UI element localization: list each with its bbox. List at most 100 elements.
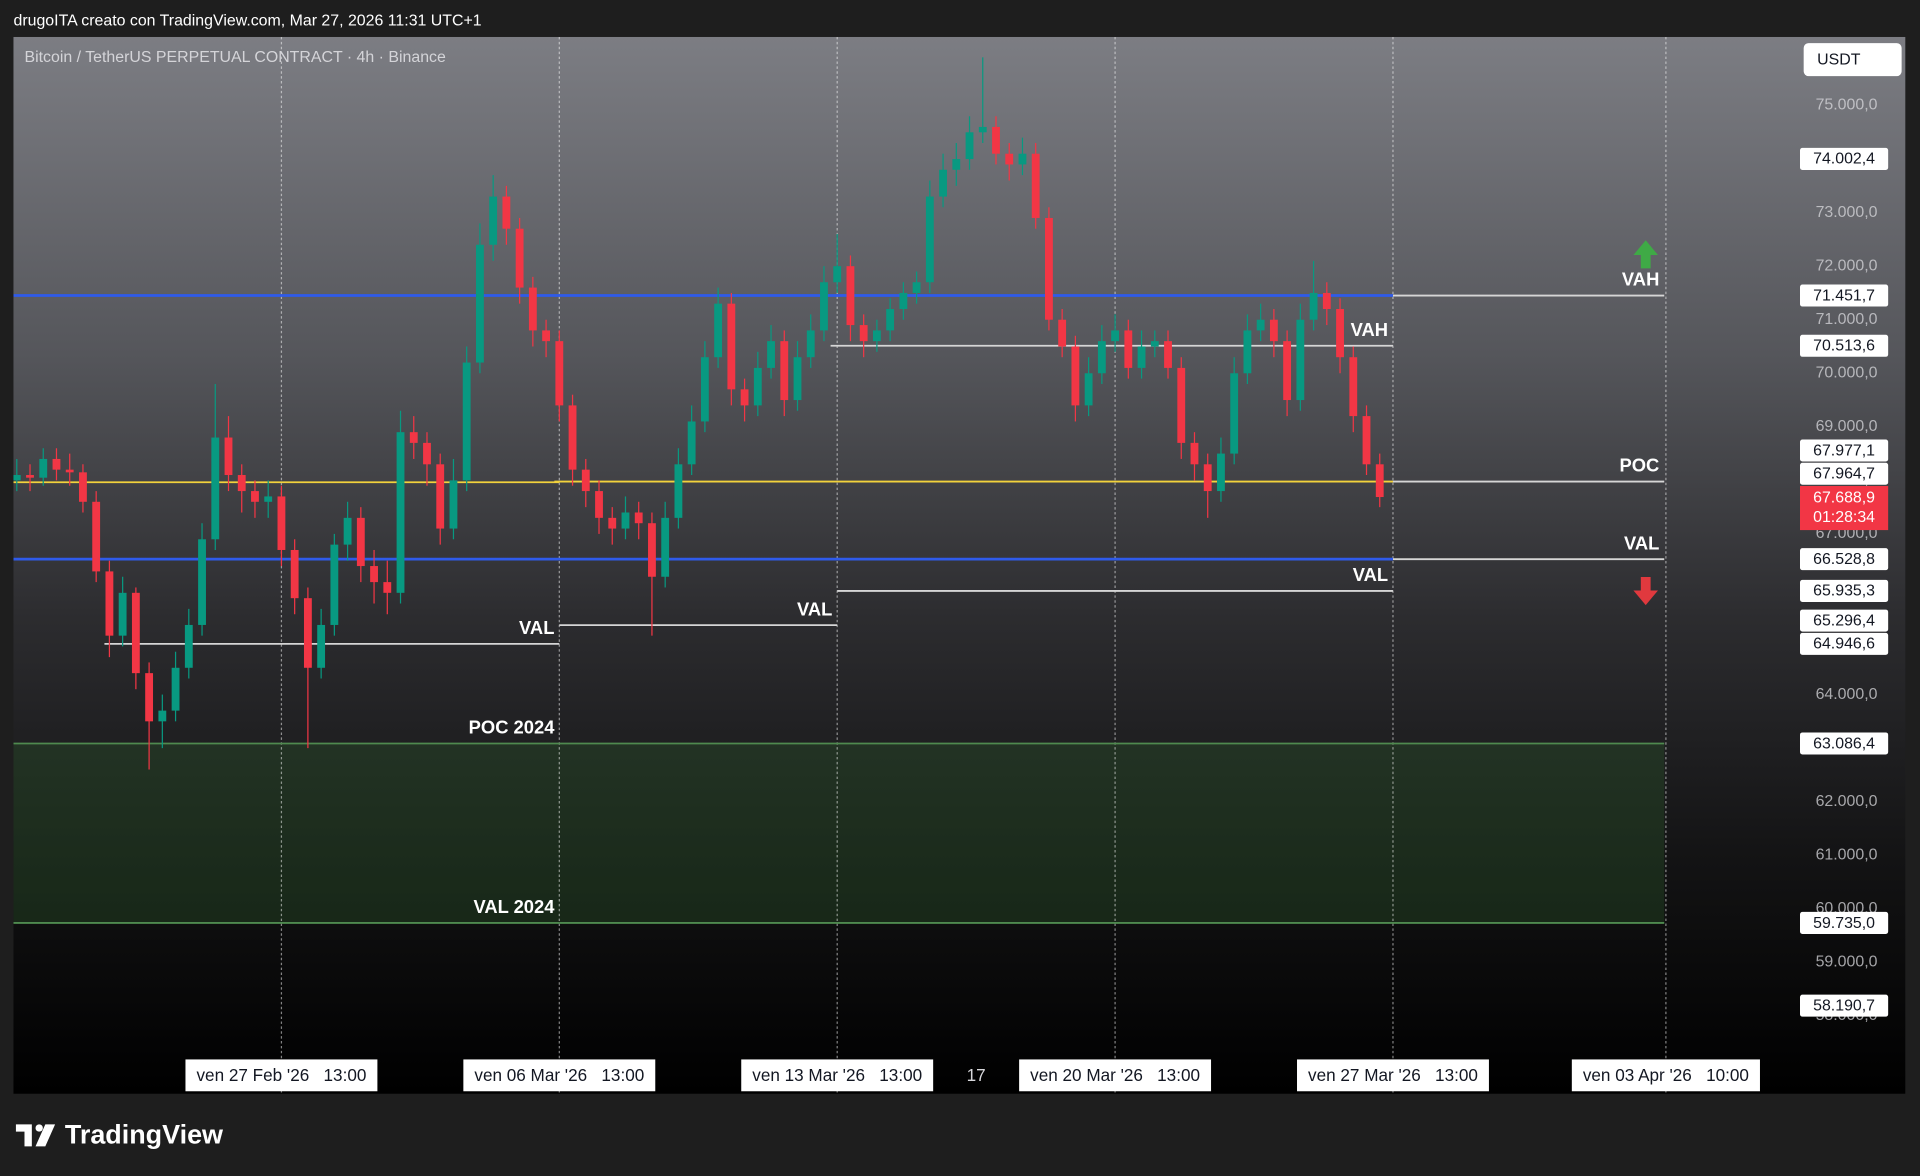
candle-body (370, 566, 378, 583)
candle-body (92, 501, 101, 572)
price-box (1800, 994, 1889, 1017)
candle-body (886, 309, 895, 331)
candle-body (793, 357, 802, 401)
header-text: drugoITA creato con TradingView.com, Mar… (13, 12, 481, 29)
candle-body (1362, 416, 1371, 465)
currency-button[interactable] (1803, 43, 1902, 77)
candle-body (859, 325, 868, 342)
candle-body (568, 405, 577, 470)
x-tick-label: ven 27 Feb '26 13:00 (196, 1065, 366, 1085)
price-label: 66.528,8 (1813, 551, 1875, 568)
level-label: VAH (1622, 269, 1659, 290)
candle-body (13, 475, 21, 481)
y-tick-label: 70.000,0 (1816, 364, 1878, 381)
candle-body (423, 442, 431, 465)
candle-body (317, 624, 326, 668)
price-label: 67.977,1 (1813, 442, 1875, 459)
candle-body (1005, 153, 1014, 165)
price-label: 65.296,4 (1813, 612, 1875, 629)
candle-body (846, 266, 855, 326)
y-tick-label: 71.000,0 (1816, 311, 1878, 328)
candle-body (1150, 341, 1159, 347)
candle-body (198, 539, 206, 625)
price-label: 58.190,7 (1813, 997, 1875, 1014)
level-label: VAH (1351, 319, 1388, 340)
candle-body (925, 196, 934, 283)
candle-body (303, 598, 312, 668)
candle-body (26, 475, 34, 478)
x-tick-box (1571, 1059, 1760, 1092)
candle-body (833, 266, 842, 283)
brand-name: TradingView (65, 1120, 223, 1150)
candle-body (674, 464, 683, 518)
currency-label[interactable]: USDT (1817, 51, 1861, 68)
candle-body (820, 282, 828, 331)
y-tick-label: 73.000,0 (1816, 204, 1878, 221)
candle-body (264, 496, 273, 502)
down-arrow-icon (1633, 576, 1658, 606)
candle-body (939, 169, 947, 197)
candle-body (714, 303, 723, 358)
candle-body (1097, 341, 1106, 374)
candle-body (608, 517, 617, 529)
candle-body (515, 228, 524, 288)
candle-body (158, 710, 167, 722)
level-label: POC 2024 (469, 717, 556, 738)
candle-body (105, 571, 114, 636)
x-tick-label: 17 (967, 1065, 986, 1085)
candle-body (1018, 153, 1027, 165)
candle-body (290, 549, 299, 599)
candle-body (449, 480, 458, 529)
candle-body (1296, 319, 1305, 401)
candle-body (767, 341, 775, 368)
candle-body (1084, 373, 1093, 406)
current-price-label: 67.688,9 (1813, 489, 1875, 506)
price-box (1800, 334, 1889, 357)
price-label: 65.935,3 (1813, 583, 1875, 600)
price-label: 63.086,4 (1813, 735, 1875, 752)
candle-body (1137, 346, 1146, 368)
y-tick-label: 62.000,0 (1816, 793, 1878, 810)
candle-body (436, 464, 445, 529)
candle-body (806, 330, 815, 358)
x-tick-label: ven 20 Mar '26 13:00 (1030, 1065, 1200, 1085)
price-box (1800, 462, 1889, 485)
candle-body (118, 592, 127, 636)
level-label: POC (1620, 455, 1660, 476)
candle-body (978, 126, 987, 133)
candle-body (1243, 330, 1252, 374)
candle-body (476, 244, 484, 363)
price-label: 70.513,6 (1813, 338, 1875, 355)
price-label: 64.946,6 (1813, 636, 1875, 653)
candle-body (1322, 292, 1331, 310)
y-tick-label: 64.000,0 (1816, 686, 1878, 703)
candle-body (1217, 453, 1225, 492)
x-tick-label: ven 13 Mar '26 13:00 (752, 1065, 922, 1085)
candle-body (1124, 330, 1133, 368)
candle-body (1071, 346, 1080, 406)
x-tick-box (463, 1059, 656, 1092)
up-arrow-icon (1633, 240, 1658, 269)
y-tick-label: 75.000,0 (1816, 97, 1878, 114)
candle-body (1164, 341, 1172, 368)
candle-body (1190, 442, 1199, 465)
candle-body (277, 496, 286, 550)
candle-body (1045, 217, 1053, 320)
x-tick-box (1297, 1059, 1489, 1092)
candle-body (1230, 373, 1239, 454)
x-tick-box (741, 1059, 934, 1092)
price-box (1800, 609, 1889, 632)
candle-body (1375, 464, 1384, 498)
level-label: VAL (1624, 532, 1659, 553)
candle-body (502, 196, 511, 229)
candle-body (211, 437, 220, 540)
price-label: 67.964,7 (1813, 466, 1875, 483)
plot-area: VAH VAH POC VAL VAL VAL VAL POC 2024 VAL 2024 (13, 36, 1667, 1094)
level-label: VAL (797, 598, 832, 619)
candle-body (872, 330, 881, 342)
chart-title: Bitcoin / TetherUS PERPETUAL CONTRACT · … (24, 49, 446, 66)
candle-body (555, 341, 564, 406)
x-tick-box (185, 1059, 378, 1092)
candle-body (171, 667, 180, 711)
